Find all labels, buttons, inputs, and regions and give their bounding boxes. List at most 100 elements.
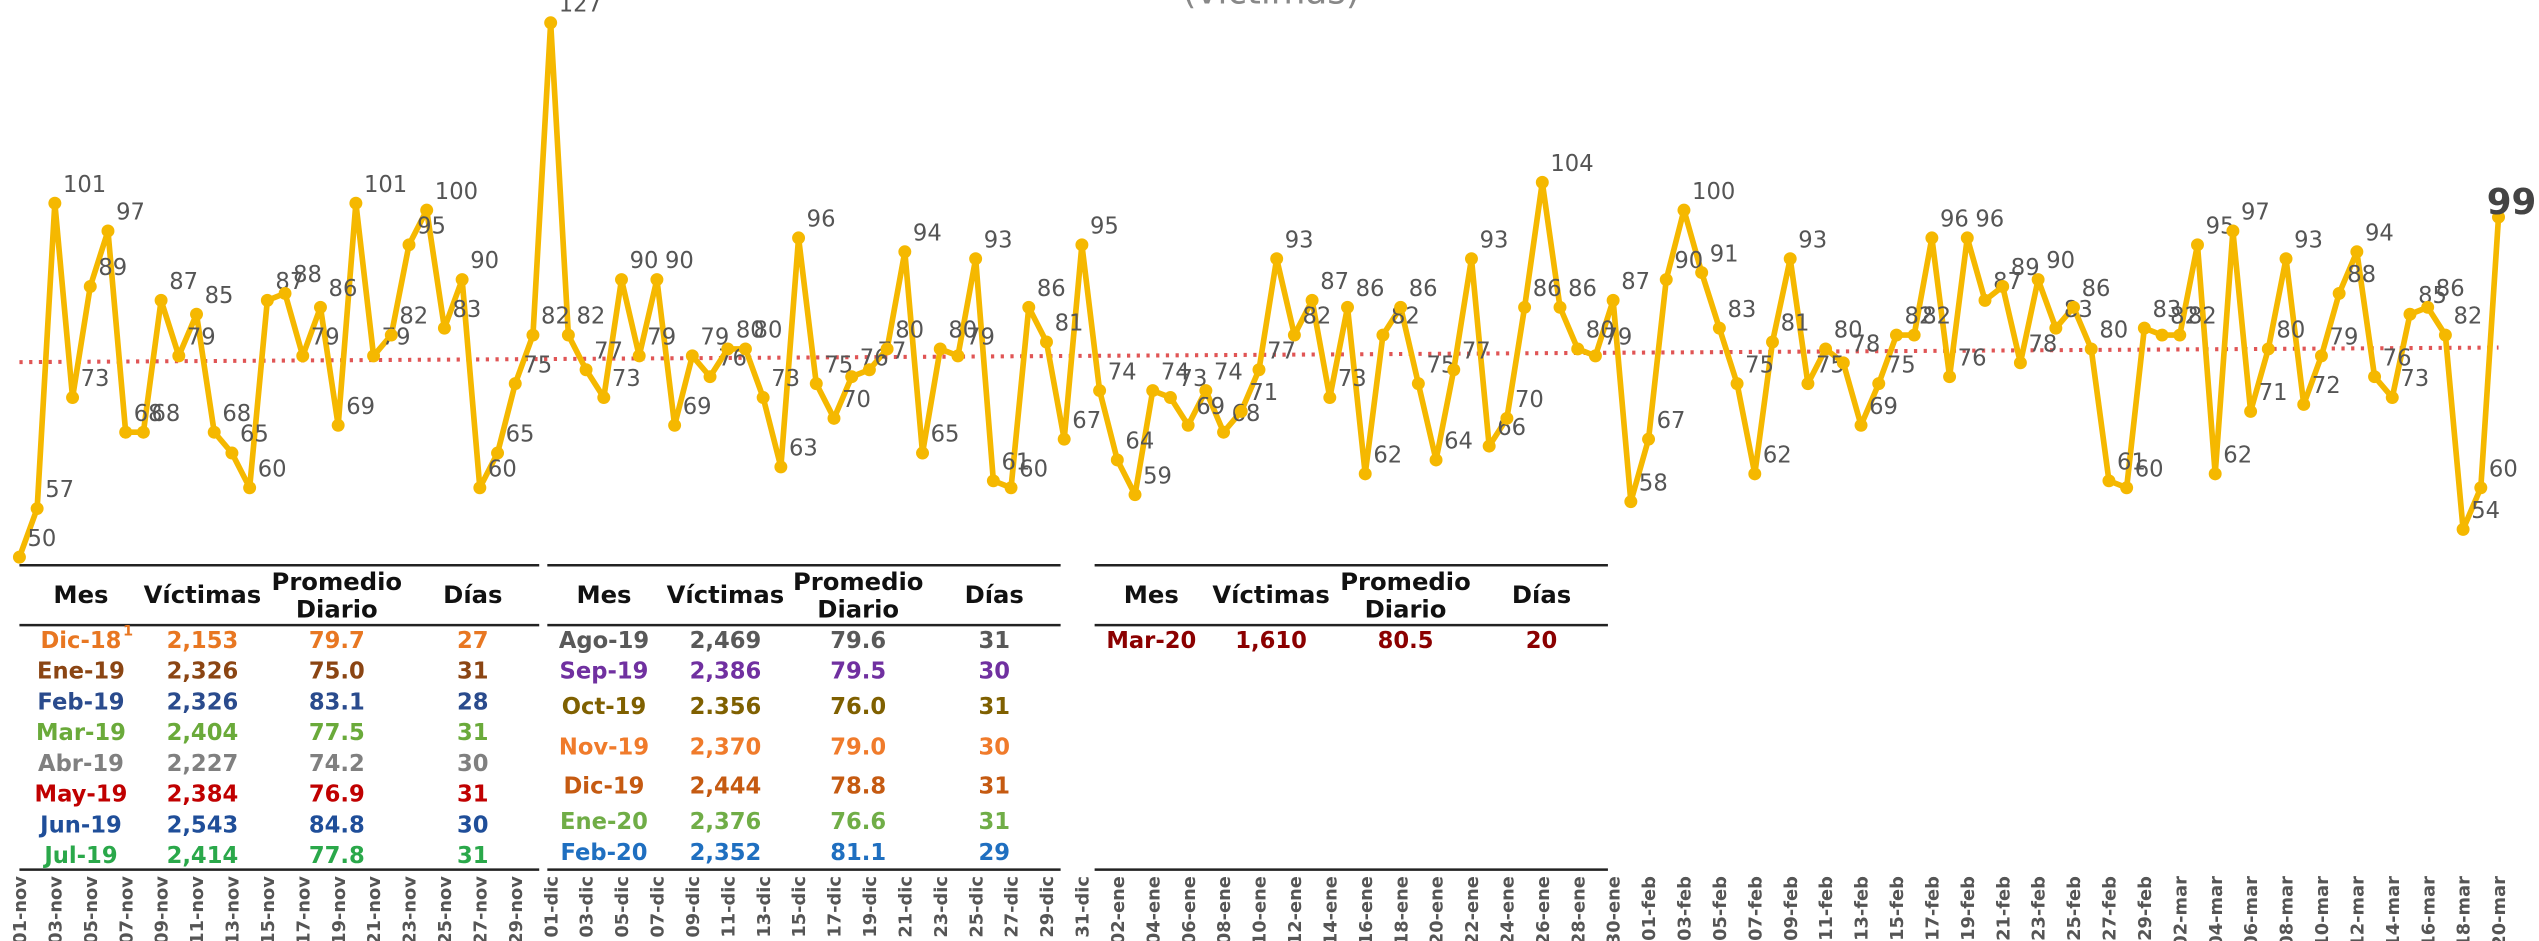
data-label: 58 xyxy=(1639,470,1668,496)
point xyxy=(420,204,433,217)
point xyxy=(1890,329,1903,342)
x-tick-label: 27-nov xyxy=(470,876,491,941)
data-label: 80 xyxy=(2276,318,2305,344)
x-tick-label: 02-mar xyxy=(2170,876,2191,941)
x-tick-label: 06-ene xyxy=(1179,876,1200,941)
data-label: 78 xyxy=(1851,332,1880,358)
data-label: 62 xyxy=(1763,443,1792,469)
data-label: 79 xyxy=(1604,325,1633,351)
data-label: 60 xyxy=(1019,456,1048,482)
x-tick-label: 26-ene xyxy=(1533,876,1554,941)
data-label: 78 xyxy=(2029,332,2058,358)
point xyxy=(208,426,221,439)
table-header: Mes xyxy=(53,580,108,609)
data-label: 93 xyxy=(1285,227,1314,253)
point xyxy=(1731,377,1744,390)
point xyxy=(1961,231,1974,244)
data-label: 83 xyxy=(453,297,482,323)
data-label: 80 xyxy=(754,318,783,344)
data-label: 82 xyxy=(541,304,570,330)
data-label: 93 xyxy=(1798,227,1827,253)
point xyxy=(2173,329,2186,342)
point xyxy=(1146,384,1159,397)
point xyxy=(13,551,26,564)
table-cell: 31 xyxy=(978,809,1010,835)
point xyxy=(1908,329,1921,342)
table-header: Mes xyxy=(576,580,631,609)
data-label: 85 xyxy=(205,283,234,309)
table-cell: Dic-19 xyxy=(564,774,645,800)
point xyxy=(332,419,345,432)
data-label: 79 xyxy=(966,325,995,351)
point xyxy=(526,329,539,342)
table-cell: 77.8 xyxy=(309,843,365,869)
x-tick-label: 09-dic xyxy=(683,876,704,938)
point xyxy=(349,197,362,210)
x-tick-label: 06-mar xyxy=(2241,876,2262,941)
point xyxy=(2191,238,2204,251)
data-label: 94 xyxy=(913,220,942,246)
table-cell: 2.356 xyxy=(690,694,762,720)
x-tick-label: 17-feb xyxy=(1922,876,1943,941)
table-cell: 81.1 xyxy=(830,840,886,866)
x-tick-label: 04-ene xyxy=(1143,876,1164,941)
x-tick-label: 21-nov xyxy=(364,876,385,941)
point xyxy=(1022,301,1035,314)
data-label: 64 xyxy=(1125,429,1154,455)
line xyxy=(19,23,2498,557)
x-tick-label: 12-ene xyxy=(1285,876,1306,941)
point xyxy=(2262,342,2275,355)
x-tick-label: 27-dic xyxy=(1002,876,1023,938)
x-tick-label: 16-ene xyxy=(1356,876,1377,941)
point xyxy=(48,197,61,210)
point xyxy=(668,419,681,432)
table-cell: 27 xyxy=(457,628,489,654)
data-label: 82 xyxy=(576,304,605,330)
chart-subtitle: (víctimas) xyxy=(1182,0,1359,13)
x-tick-label: 22-ene xyxy=(1462,876,1483,941)
table-cell: 31 xyxy=(978,694,1010,720)
point xyxy=(650,273,663,286)
table-header: Diario xyxy=(296,595,378,624)
data-label: 73 xyxy=(2400,366,2429,392)
data-label: 69 xyxy=(683,394,712,420)
point xyxy=(828,412,841,425)
data-label: 93 xyxy=(2294,227,2323,253)
x-tick-label: 12-mar xyxy=(2347,876,2368,941)
data-label: 90 xyxy=(665,248,694,274)
table-cell: Feb-20 xyxy=(560,840,647,866)
data-label: 100 xyxy=(1692,179,1735,205)
x-tick-label: 13-nov xyxy=(223,876,244,941)
point xyxy=(721,342,734,355)
table-cell: Nov-19 xyxy=(559,735,649,761)
x-tick-label: 29-nov xyxy=(506,876,527,941)
table-cell: 84.8 xyxy=(309,812,365,838)
point xyxy=(2032,273,2045,286)
x-tick-label: 13-feb xyxy=(1852,876,1873,941)
table-header: Promedio xyxy=(793,567,924,596)
data-label: 95 xyxy=(1090,214,1119,240)
data-label: 69 xyxy=(346,394,375,420)
table-cell: 2,326 xyxy=(167,659,239,685)
x-tick-label: 07-feb xyxy=(1745,876,1766,941)
point xyxy=(2209,467,2222,480)
data-label: 73 xyxy=(771,366,800,392)
data-label: 91 xyxy=(1710,241,1739,267)
point xyxy=(1660,273,1673,286)
data-label: 67 xyxy=(1072,408,1101,434)
x-tick-label: 05-feb xyxy=(1710,876,1731,941)
point xyxy=(2457,523,2470,536)
x-tick-label: 03-dic xyxy=(577,876,598,938)
data-label: 74 xyxy=(1108,359,1137,385)
data-label: 101 xyxy=(63,172,106,198)
data-label: 83 xyxy=(1727,297,1756,323)
table-cell: 30 xyxy=(457,751,489,777)
table-header: Días xyxy=(965,580,1024,609)
table-cell: 31 xyxy=(978,628,1010,654)
table-cell: 2,227 xyxy=(167,751,239,777)
data-label: 104 xyxy=(1550,151,1593,177)
data-label: 100 xyxy=(435,179,478,205)
point xyxy=(1075,238,1088,251)
x-tick-label: 29-dic xyxy=(1037,876,1058,938)
point xyxy=(403,238,416,251)
